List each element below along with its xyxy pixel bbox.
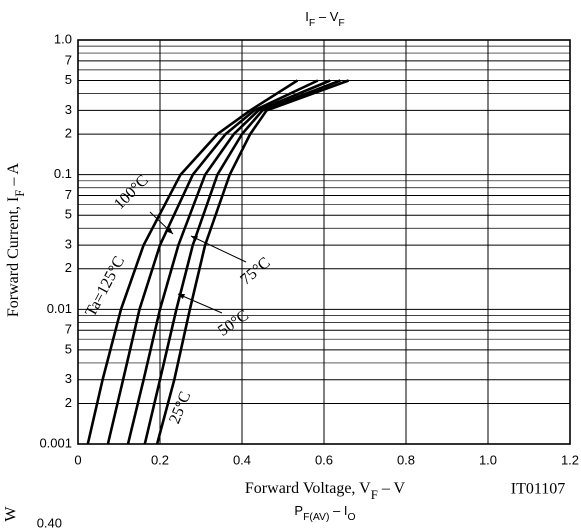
y-tick-label: 3: [65, 237, 72, 252]
next-chart-unit: W: [3, 506, 20, 522]
y-axis-label-part: – A: [5, 162, 22, 189]
pointer-head: [178, 294, 185, 300]
curve-label: 100°C: [111, 172, 152, 213]
x-axis-label-part: F: [371, 488, 378, 502]
x-tick-label: 0.6: [315, 452, 333, 467]
y-tick-label: 3: [65, 371, 72, 386]
curve: [86, 79, 299, 445]
x-axis-label-part: Forward Voltage, V: [245, 480, 371, 497]
chart-title-part: F: [338, 18, 344, 29]
pointer-head: [191, 236, 198, 242]
next-chart-title-part: F(AV): [303, 512, 329, 523]
figure-code: IT01107: [511, 481, 566, 498]
curve: [155, 79, 350, 445]
x-tick-label: 0.8: [397, 452, 415, 467]
y-tick-label: 7: [65, 322, 72, 337]
y-tick-label: 1.0: [54, 31, 72, 46]
pointer-head: [166, 227, 173, 234]
pointer: [177, 293, 223, 314]
next-chart-title-part: – I: [329, 503, 347, 518]
x-axis-label-part: – V: [378, 480, 406, 497]
y-tick-label: 0.01: [47, 301, 72, 316]
y-axis-label-part: F: [13, 190, 27, 197]
y-tick-label: 7: [65, 187, 72, 202]
plot-frame: [77, 39, 571, 445]
chart-title: IF – VF: [305, 9, 344, 29]
curve: [126, 79, 331, 445]
chart-title-part: I: [305, 9, 309, 24]
y-tick-label: 5: [65, 341, 72, 356]
x-tick-label: 0: [74, 452, 81, 467]
next-chart-title: PF(AV) – IO: [294, 503, 355, 523]
x-tick-label: 1.2: [561, 452, 579, 467]
chart-title-part: – V: [315, 9, 338, 24]
y-tick-label: 2: [65, 126, 72, 141]
pointer: [190, 235, 247, 263]
y-tick-label: 3: [65, 102, 72, 117]
next-chart-title-part: O: [348, 512, 356, 523]
y-tick-label: 5: [65, 72, 72, 87]
y-tick-label: 2: [65, 395, 72, 410]
curve-label: 75°C: [237, 254, 273, 288]
curve: [143, 79, 341, 445]
x-tick-label: 0.2: [151, 452, 169, 467]
y-axis-label-part: Forward Current, I: [5, 197, 22, 317]
next-chart-tick: 0.40: [37, 515, 62, 530]
y-axis-label: Forward Current, IF – A: [5, 162, 27, 317]
y-tick-label: 7: [65, 52, 72, 67]
next-chart-title-part: P: [294, 503, 303, 518]
chart-title-part: F: [309, 18, 315, 29]
y-tick-label: 5: [65, 207, 72, 222]
curve-label: 50°C: [215, 307, 252, 340]
y-tick-label: 0.001: [39, 435, 72, 450]
y-tick-label: 0.1: [54, 166, 72, 181]
x-tick-label: 0.4: [233, 452, 251, 467]
curve: [106, 79, 319, 445]
x-axis-label: Forward Voltage, VF – V: [245, 480, 406, 502]
y-tick-label: 2: [65, 260, 72, 275]
x-tick-label: 1.0: [479, 452, 497, 467]
